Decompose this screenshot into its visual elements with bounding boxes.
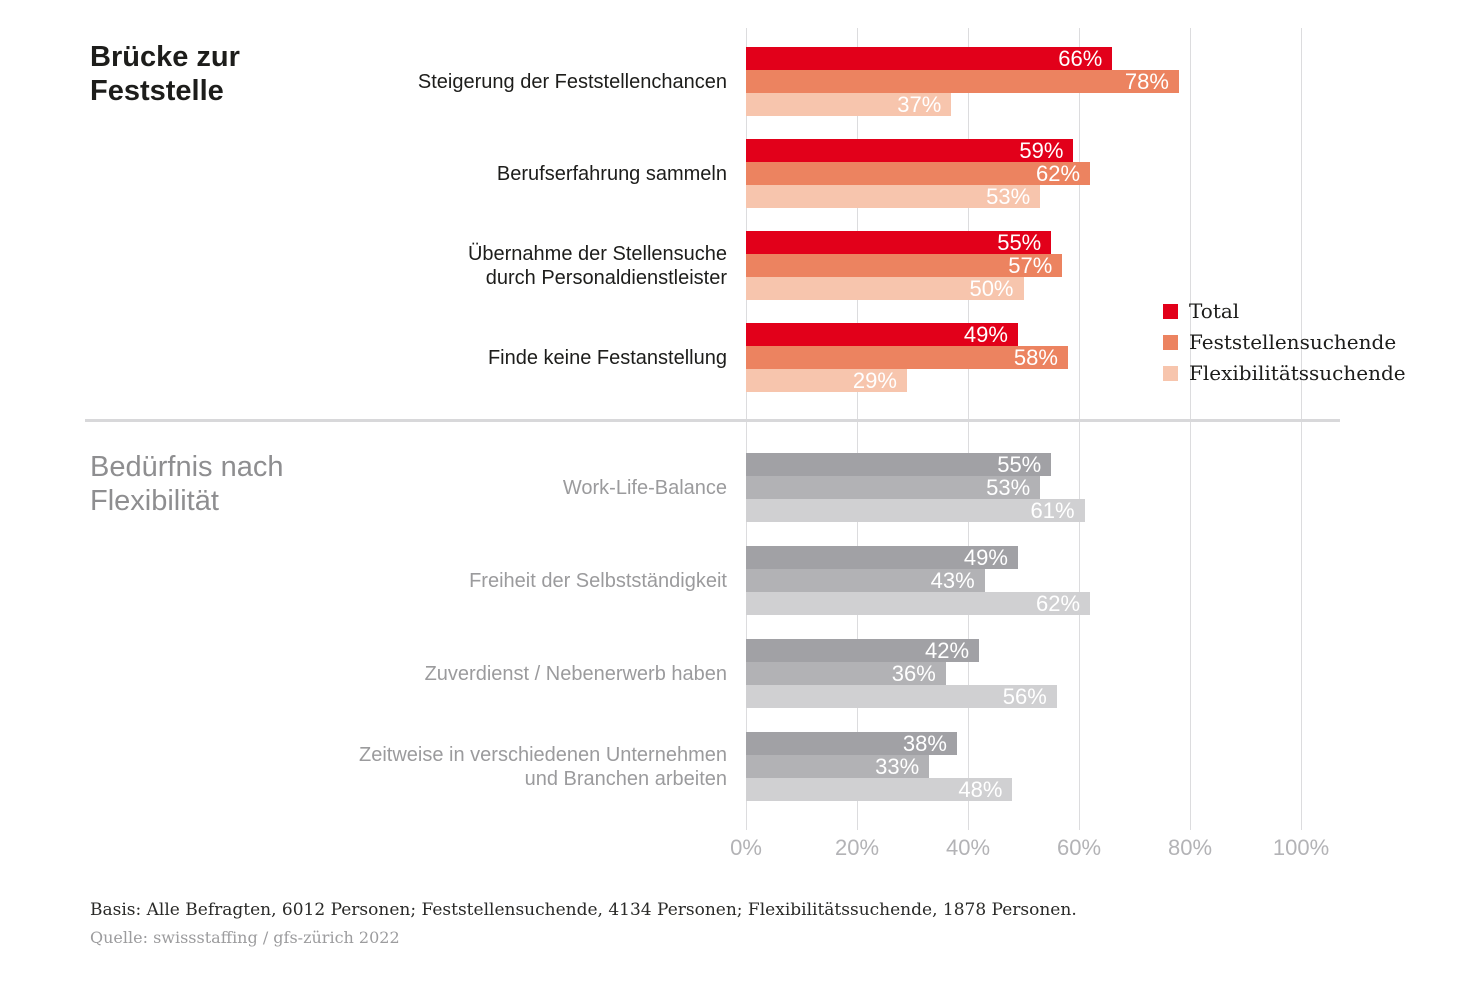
bar-total: 66% (746, 46, 1113, 71)
bar-flexibilitätssuchende: 48% (746, 777, 1013, 802)
bar-value-label: 61% (1030, 498, 1075, 523)
bar-total: 42% (746, 638, 980, 663)
legend-item-total: Total (1163, 299, 1406, 323)
bar-value-label: 43% (930, 568, 975, 593)
footer-basis-note: Basis: Alle Befragten, 6012 Personen; Fe… (90, 900, 1077, 920)
section-title-beduerfnis-nach-flexibilitaet: Bedürfnis nach Flexibilität (90, 451, 284, 517)
gridline (1079, 28, 1080, 830)
category-label: Freiheit der Selbstständigkeit (469, 569, 727, 592)
category-label: Finde keine Festanstellung (487, 346, 727, 369)
legend-label: Total (1189, 299, 1240, 323)
x-axis-tick-label: 100% (1272, 835, 1330, 860)
x-axis-tick-label: 80% (1167, 835, 1213, 860)
bar-feststellensuchende: 78% (746, 69, 1179, 94)
section-divider (85, 419, 1340, 422)
legend-label: Feststellensuchende (1189, 330, 1397, 354)
bar-value-label: 58% (1013, 345, 1058, 370)
bar-feststellensuchende: 58% (746, 345, 1068, 370)
bar-flexibilitätssuchende: 29% (746, 368, 907, 393)
bar-value-label: 37% (897, 92, 942, 117)
bar-total: 49% (746, 545, 1018, 570)
bar-value-label: 55% (997, 230, 1042, 255)
bar-value-label: 53% (986, 475, 1031, 500)
bar-value-label: 38% (902, 731, 947, 756)
legend-swatch-feststellensuchende-icon (1163, 334, 1178, 350)
bar-feststellensuchende: 53% (746, 475, 1041, 500)
legend-item-feststellensuchende: Feststellensuchende (1163, 330, 1406, 354)
bar-value-label: 48% (958, 777, 1003, 802)
bar-feststellensuchende: 43% (746, 568, 985, 593)
section-title-bruecke-zur-feststelle: Brücke zur Feststelle (90, 41, 240, 107)
bar-flexibilitätssuchende: 50% (746, 276, 1024, 301)
bar-value-label: 50% (969, 276, 1014, 301)
gridline (1190, 28, 1191, 830)
bar-value-label: 59% (1019, 138, 1064, 163)
bar-flexibilitätssuchende: 62% (746, 591, 1091, 616)
gridline (746, 28, 747, 830)
bar-value-label: 62% (1036, 161, 1081, 186)
category-label: Steigerung der Feststellenchancen (417, 70, 727, 93)
category-label: Zuverdienst / Nebenerwerb haben (424, 662, 727, 685)
bar-feststellensuchende: 62% (746, 161, 1091, 186)
bar-value-label: 36% (891, 661, 936, 686)
bar-value-label: 55% (997, 452, 1042, 477)
legend-swatch-flexibilitaetssuchende-icon (1163, 365, 1178, 381)
bar-total: 55% (746, 230, 1052, 255)
bar-value-label: 78% (1124, 69, 1169, 94)
bar-value-label: 29% (852, 368, 897, 393)
gridline (857, 28, 858, 830)
footer-source-note: Quelle: swissstaffing / gfs-zürich 2022 (90, 928, 400, 947)
legend: Total Feststellensuchende Flexibilitätss… (1163, 299, 1406, 385)
bar-value-label: 42% (925, 638, 970, 663)
category-label: Übernahme der Stellensuche durch Persona… (467, 242, 727, 289)
gridline (968, 28, 969, 830)
bar-flexibilitätssuchende: 37% (746, 92, 952, 117)
category-label: Zeitweise in verschiedenen Unternehmen u… (359, 743, 727, 790)
bar-value-label: 49% (963, 545, 1008, 570)
bar-flexibilitätssuchende: 56% (746, 684, 1057, 709)
category-label: Work-Life-Balance (562, 476, 727, 499)
bar-total: 55% (746, 452, 1052, 477)
legend-label: Flexibilitätssuchende (1189, 361, 1406, 385)
bar-flexibilitätssuchende: 61% (746, 498, 1085, 523)
bar-value-label: 33% (875, 754, 920, 779)
x-axis-tick-label: 40% (945, 835, 991, 860)
bar-feststellensuchende: 57% (746, 253, 1063, 278)
bar-total: 59% (746, 138, 1074, 163)
bar-feststellensuchende: 36% (746, 661, 946, 686)
bar-value-label: 49% (963, 322, 1008, 347)
bar-value-label: 66% (1058, 46, 1103, 71)
legend-item-flexibilitaetssuchende: Flexibilitätssuchende (1163, 361, 1406, 385)
bar-value-label: 57% (1008, 253, 1053, 278)
bar-feststellensuchende: 33% (746, 754, 930, 779)
x-axis-tick-label: 60% (1056, 835, 1102, 860)
bar-value-label: 53% (986, 184, 1031, 209)
bar-value-label: 62% (1036, 591, 1081, 616)
category-label: Berufserfahrung sammeln (496, 162, 727, 185)
bar-total: 49% (746, 322, 1018, 347)
bar-value-label: 56% (1002, 684, 1047, 709)
gridline (1301, 28, 1302, 830)
x-axis-tick-label: 0% (730, 835, 762, 860)
bar-total: 38% (746, 731, 957, 756)
x-axis-tick-label: 20% (834, 835, 880, 860)
bar-flexibilitätssuchende: 53% (746, 184, 1041, 209)
legend-swatch-total-icon (1163, 303, 1178, 319)
